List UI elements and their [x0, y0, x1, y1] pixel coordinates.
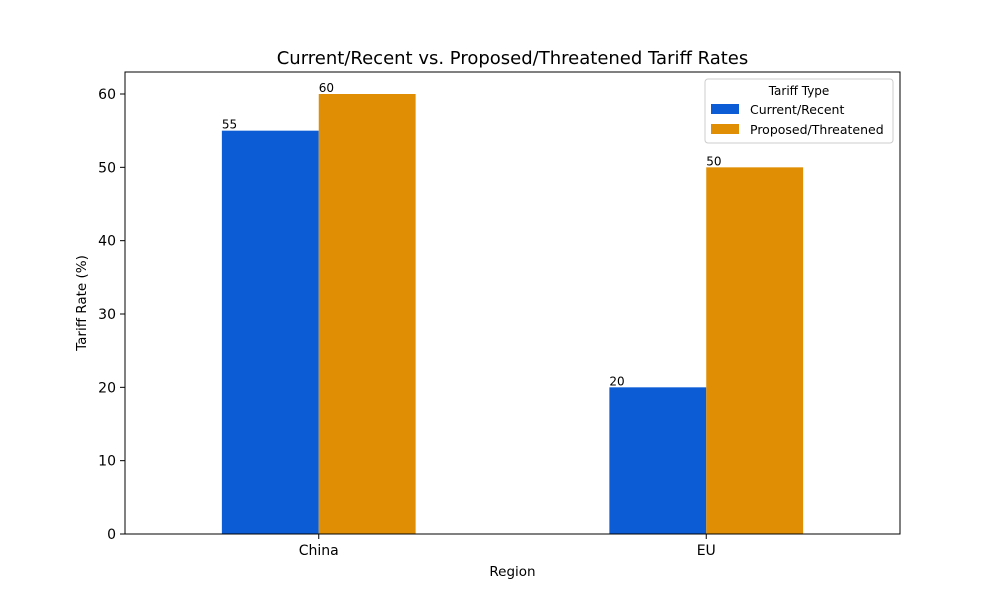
bars-group: [221, 94, 804, 535]
y-axis: 0 10 20 30 40 50 60: [98, 87, 125, 543]
legend-swatch-proposed: [711, 124, 739, 134]
legend-swatch-current: [711, 104, 739, 114]
bar-eu-proposed: [706, 167, 804, 535]
plot-frame: [124, 71, 901, 535]
x-tick-label-china: China: [299, 543, 339, 559]
data-label-china-proposed: 60: [319, 81, 334, 95]
y-tick-label: 50: [98, 160, 116, 176]
legend-entry-current: Current/Recent: [750, 102, 844, 117]
x-axis: China EU: [299, 534, 716, 559]
y-tick-label: 10: [98, 454, 116, 470]
y-tick-label: 40: [98, 234, 116, 250]
y-tick-label: 20: [98, 380, 116, 396]
data-label-eu-proposed: 50: [706, 154, 721, 168]
x-axis-label: Region: [489, 564, 535, 580]
y-axis-label: Tariff Rate (%): [74, 255, 90, 352]
y-tick-label: 30: [98, 307, 116, 323]
data-label-eu-current: 20: [609, 374, 624, 388]
bar-eu-current: [609, 387, 707, 534]
bar-china-current: [221, 130, 319, 534]
data-label-china-current: 55: [222, 118, 237, 132]
y-tick-label: 0: [107, 527, 116, 543]
x-tick-label-eu: EU: [697, 543, 716, 559]
legend-entry-proposed: Proposed/Threatened: [750, 122, 884, 137]
chart-title: Current/Recent vs. Proposed/Threatened T…: [277, 48, 749, 69]
bar-china-proposed: [318, 94, 416, 534]
legend-frame: [704, 78, 894, 144]
data-labels-group: 55 60 20 50: [222, 81, 722, 388]
y-tick-label: 60: [98, 87, 116, 103]
legend: Tariff Type Current/Recent Proposed/Thre…: [704, 78, 894, 144]
legend-title: Tariff Type: [768, 84, 830, 98]
